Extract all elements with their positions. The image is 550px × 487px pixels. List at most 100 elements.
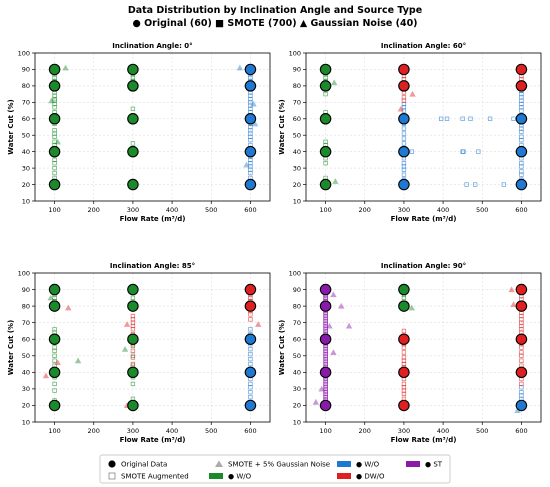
y-tick-label: 100: [289, 49, 301, 57]
x-tick-label: 300: [127, 206, 139, 214]
y-tick-label: 80: [293, 302, 301, 310]
y-tick-label: 10: [22, 418, 30, 426]
noise-point: [326, 322, 333, 329]
original-point: [127, 113, 139, 125]
x-tick-label: 500: [476, 427, 488, 435]
noise-point: [330, 291, 337, 298]
smote-point: [401, 350, 407, 355]
noise-point: [250, 100, 257, 107]
smote-point: [52, 157, 57, 163]
original-point: [244, 178, 257, 191]
original-point: [48, 113, 61, 125]
legend: Original Data SMOTE Augmented SMOTE + 5% G…: [99, 454, 451, 484]
figure-subtitle: ● Original (60) ■ SMOTE (700) ▲ Gaussian…: [132, 18, 417, 29]
y-tick-label: 20: [293, 402, 301, 410]
smote-point: [401, 161, 407, 166]
smote-point: [487, 116, 493, 121]
smote-point: [401, 328, 407, 334]
y-tick-label: 50: [293, 352, 301, 360]
noise-point: [514, 407, 521, 413]
x-tick-label: 200: [359, 427, 371, 435]
original-point: [244, 399, 257, 412]
noise-point: [54, 359, 61, 365]
noise-point: [243, 161, 250, 168]
smote-point: [52, 388, 57, 393]
smote-point: [519, 390, 524, 395]
y-tick-label: 80: [22, 302, 30, 310]
legend-color-patch: [406, 461, 420, 467]
original-point: [398, 80, 410, 92]
smote-point: [248, 361, 253, 367]
original-point: [398, 283, 410, 296]
smote-point: [409, 149, 414, 154]
original-point: [244, 63, 257, 76]
smote-point: [130, 106, 136, 112]
noise-point: [48, 97, 55, 104]
smote-point: [519, 161, 524, 166]
original-point: [244, 80, 257, 92]
smote-point: [519, 350, 524, 355]
noise-point: [508, 286, 515, 293]
y-tick-label: 80: [22, 82, 30, 90]
y-tick-label: 100: [18, 49, 30, 57]
y-tick-label: 10: [293, 418, 301, 426]
original-point: [398, 366, 410, 379]
x-axis-label: Flow Rate (m³/d): [391, 436, 457, 444]
legend-label: ● W/O: [356, 461, 380, 469]
original-point: [319, 283, 332, 296]
original-point: [515, 80, 528, 92]
y-tick-label: 20: [22, 402, 30, 410]
smote-point: [444, 116, 450, 121]
original-point: [319, 300, 332, 312]
smote-point: [130, 348, 136, 353]
noise-point: [312, 398, 319, 405]
y-tick-label: 10: [22, 197, 30, 205]
original-point: [127, 333, 139, 345]
y-tick-label: 60: [22, 336, 30, 344]
y-tick-label: 40: [22, 369, 30, 377]
original-point: [127, 80, 139, 92]
subplot-angle-60: 100 200 300 400 500 600 10 20 30 40 50 60 70 80 90 100 I…: [278, 42, 542, 223]
original-point: [398, 63, 410, 76]
noise-point: [62, 64, 69, 71]
y-tick-label: 60: [293, 115, 301, 123]
smote-point: [52, 327, 57, 332]
x-tick-label: 200: [359, 206, 371, 214]
smote-point: [401, 131, 407, 136]
subplot-title: Inclination Angle: 85°: [110, 262, 195, 270]
x-tick-label: 100: [48, 206, 60, 214]
subplot-angle-90: 100 200 300 400 500 600 10 20 30 40 50 60 70 80 90 100 I…: [278, 262, 542, 444]
noise-point: [54, 138, 61, 145]
x-tick-label: 300: [398, 206, 410, 214]
y-tick-label: 30: [22, 164, 30, 172]
smote-point: [248, 317, 253, 322]
legend-label: SMOTE Augmented: [121, 473, 189, 481]
plot-frame: [305, 52, 542, 202]
smote-point: [401, 95, 407, 100]
smote-point: [519, 169, 524, 174]
smote-point: [519, 134, 524, 140]
x-tick-label: 200: [88, 206, 100, 214]
y-axis-label: Water Cut (%): [278, 320, 286, 376]
noise-point: [47, 294, 54, 301]
subplot-angle-85: 100 200 300 400 500 600 10 20 30 40 50 60 70 80 90 100 I…: [7, 262, 271, 444]
smote-point: [248, 347, 253, 352]
smote-point: [323, 139, 328, 144]
smote-point: [248, 390, 253, 395]
original-point: [515, 366, 528, 379]
y-axis-label: Water Cut (%): [7, 99, 15, 155]
y-tick-label: 40: [22, 148, 30, 156]
y-tick-label: 40: [293, 369, 301, 377]
smote-point: [511, 116, 516, 121]
x-tick-label: 100: [48, 427, 60, 435]
y-tick-label: 20: [22, 181, 30, 189]
original-point: [48, 63, 61, 76]
original-point: [127, 178, 139, 191]
noise-point: [74, 357, 82, 364]
original-point: [48, 283, 61, 296]
smote-point: [438, 116, 444, 121]
original-point: [398, 113, 410, 125]
original-point: [127, 300, 139, 312]
smote-point: [401, 136, 407, 141]
original-point: [515, 300, 528, 312]
